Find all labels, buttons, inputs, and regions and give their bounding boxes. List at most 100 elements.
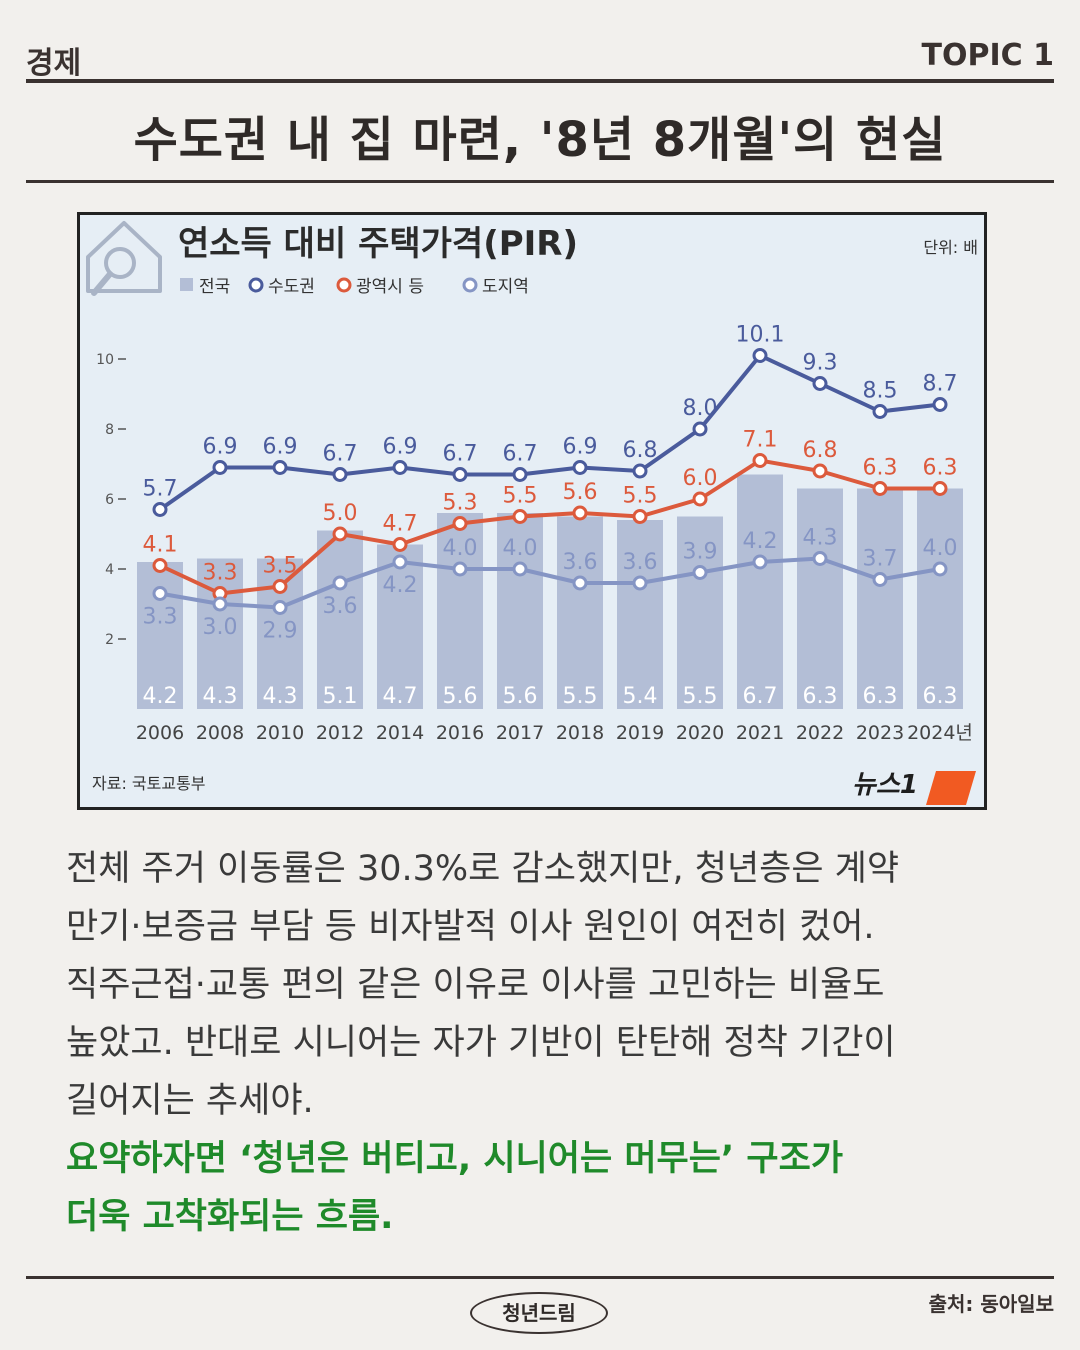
line-capital-area-point <box>392 460 408 475</box>
bar-value-label: 4.3 <box>263 684 298 709</box>
line-provinces-value-label: 4.0 <box>443 536 478 561</box>
line-capital-area-value-label: 6.9 <box>383 435 418 460</box>
line-capital-area-value-label: 10.1 <box>736 323 785 348</box>
legend-swatch <box>180 278 193 291</box>
line-metro-cities-point <box>512 509 528 524</box>
line-metro-cities <box>159 458 940 596</box>
house-search-icon <box>86 221 162 296</box>
line-metro-cities-point <box>632 509 648 524</box>
pir-chart-svg: 연소득 대비 주택가격(PIR) 단위: 배 전국 수도권 광역시 등 도지역 2 4 6… <box>86 221 978 805</box>
x-tick-label: 2024년 <box>907 722 973 744</box>
line-capital-area-value-label: 6.7 <box>443 442 478 467</box>
bar-value-label: 4.2 <box>143 684 178 709</box>
line-provinces-value-label: 3.3 <box>143 605 178 630</box>
line-metro-cities-value-label: 5.5 <box>623 484 658 509</box>
line-metro-cities-value-label: 7.1 <box>743 428 778 453</box>
line-metro-cities-value-label: 5.5 <box>503 484 538 509</box>
line-provinces <box>159 556 941 610</box>
line-provinces-point <box>512 561 528 577</box>
brand-badge: 청년드림 <box>470 1292 608 1334</box>
bar-value-label: 6.3 <box>923 684 958 709</box>
bottom-divider <box>26 1276 1054 1279</box>
line-capital-area-value-label: 8.7 <box>923 372 958 397</box>
x-tick-label: 2010 <box>256 722 304 744</box>
line-metro-cities-point <box>392 537 408 552</box>
line-provinces-point <box>632 575 648 591</box>
line-metro-cities-value-label: 6.0 <box>683 466 718 491</box>
line-capital-area-point <box>512 467 528 482</box>
top-divider <box>26 79 1054 83</box>
line-provinces-value-label: 3.0 <box>203 615 238 640</box>
line-provinces-point <box>272 600 288 615</box>
x-tick-label: 2018 <box>556 722 604 744</box>
line-capital-area-point <box>632 463 648 479</box>
bar-national <box>557 516 603 709</box>
y-tick-label: 8 <box>105 422 114 438</box>
line-provinces-point <box>332 575 348 591</box>
bar-national <box>497 513 543 709</box>
line-capital-area-point <box>332 467 348 482</box>
chart-source: 자료: 국토교통부 <box>92 774 206 793</box>
legend-marker <box>462 277 478 293</box>
bar-value-label: 5.5 <box>563 684 598 709</box>
bar-national <box>317 530 363 709</box>
body-line: 높았고. 반대로 시니어는 자가 기반이 탄탄해 정착 기간이 <box>66 1023 896 1063</box>
line-provinces-value-label: 3.9 <box>683 540 718 565</box>
x-tick-label: 2022 <box>796 722 844 744</box>
body-line: 길어지는 추세야. <box>66 1081 314 1121</box>
line-provinces-value-label: 4.0 <box>503 536 538 561</box>
line-metro-cities-point <box>572 505 588 521</box>
legend-label: 수도권 <box>268 277 315 297</box>
legend-marker <box>336 277 352 293</box>
y-tick-label: 10 <box>96 352 114 368</box>
x-tick-label: 2017 <box>496 722 544 744</box>
line-provinces-point <box>572 575 588 591</box>
line-capital-area-value-label: 6.7 <box>323 442 358 467</box>
bar-value-label: 6.3 <box>863 684 898 709</box>
legend-label: 광역시 등 <box>356 277 424 297</box>
bar-value-label: 4.7 <box>383 684 418 709</box>
line-capital-area-value-label: 6.9 <box>563 435 598 460</box>
pir-chart: 연소득 대비 주택가격(PIR) 단위: 배 전국 수도권 광역시 등 도지역 2 4 6… <box>77 212 987 810</box>
line-metro-cities-point <box>692 491 708 507</box>
line-capital-area-point <box>812 376 828 391</box>
svg-text:뉴스1: 뉴스1 <box>852 770 918 800</box>
line-capital-area-value-label: 6.9 <box>263 435 298 460</box>
summary-line: 요약하자면 ‘청년은 버티고, 시니어는 머무는’ 구조가 <box>66 1139 844 1179</box>
line-capital-area-value-label: 9.3 <box>803 351 838 376</box>
line-provinces-point <box>932 561 948 577</box>
bar-value-label: 5.5 <box>683 684 718 709</box>
category-label: 경제 <box>26 46 82 81</box>
line-provinces-point <box>692 565 708 580</box>
line-metro-cities-point <box>872 481 888 496</box>
line-provinces-point <box>392 554 408 570</box>
bar-national <box>917 488 963 709</box>
line-provinces-value-label: 3.6 <box>563 550 598 575</box>
bar-national <box>197 558 243 709</box>
line-capital-area-point <box>572 460 588 475</box>
legend-marker <box>248 277 264 293</box>
chart-unit: 단위: 배 <box>923 238 978 257</box>
line-capital-area-point <box>932 397 948 412</box>
x-tick-label: 2006 <box>136 722 184 744</box>
summary-line: 더욱 고착화되는 흐름. <box>66 1197 394 1237</box>
y-tick-label: 4 <box>105 562 114 578</box>
line-metro-cities-point <box>932 481 948 496</box>
bar-value-label: 4.3 <box>203 684 238 709</box>
bar-national <box>797 488 843 709</box>
line-metro-cities-value-label: 5.0 <box>323 501 358 526</box>
line-provinces-value-label: 3.6 <box>323 594 358 619</box>
x-tick-label: 2023 <box>856 722 904 744</box>
line-metro-cities-value-label: 5.3 <box>443 491 478 516</box>
bar-value-label: 5.6 <box>443 684 478 709</box>
line-capital-area-value-label: 6.9 <box>203 435 238 460</box>
chart-title: 연소득 대비 주택가격(PIR) <box>178 224 578 264</box>
line-capital-area-value-label: 6.8 <box>623 438 658 463</box>
x-tick-label: 2014 <box>376 722 424 744</box>
x-tick-label: 2020 <box>676 722 724 744</box>
page-title: 수도권 내 집 마련, '8년 8개월'의 현실 <box>133 112 947 168</box>
line-metro-cities-point <box>812 463 828 479</box>
line-metro-cities-value-label: 6.3 <box>923 456 958 481</box>
bar-value-label: 5.4 <box>623 684 658 709</box>
x-tick-label: 2012 <box>316 722 364 744</box>
